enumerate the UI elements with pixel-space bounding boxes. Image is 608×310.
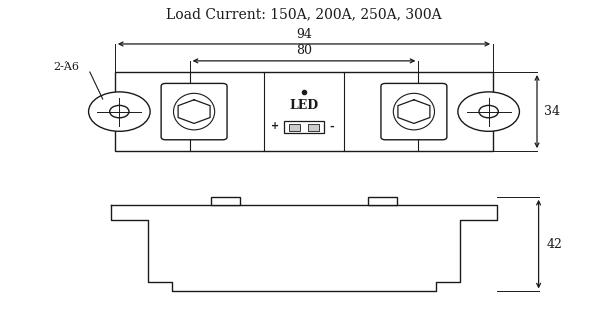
Bar bbox=[284, 121, 324, 133]
Ellipse shape bbox=[173, 93, 215, 130]
Text: LED: LED bbox=[289, 100, 319, 113]
Bar bbox=[115, 72, 493, 151]
Ellipse shape bbox=[393, 93, 435, 130]
Text: 2-Ά6: 2-Ά6 bbox=[54, 61, 80, 72]
Text: 34: 34 bbox=[544, 105, 559, 118]
Text: +: + bbox=[271, 121, 279, 131]
FancyBboxPatch shape bbox=[381, 83, 447, 140]
FancyBboxPatch shape bbox=[161, 83, 227, 140]
Text: 80: 80 bbox=[296, 45, 312, 57]
Bar bbox=[289, 124, 300, 131]
Circle shape bbox=[458, 92, 519, 131]
Circle shape bbox=[479, 105, 499, 118]
Polygon shape bbox=[111, 205, 497, 291]
Bar bbox=[212, 197, 240, 205]
Circle shape bbox=[89, 92, 150, 131]
Text: 42: 42 bbox=[547, 238, 562, 250]
Text: 94: 94 bbox=[296, 28, 312, 41]
Text: Load Current: 150A, 200A, 250A, 300A: Load Current: 150A, 200A, 250A, 300A bbox=[166, 8, 442, 22]
Circle shape bbox=[109, 105, 129, 118]
Bar bbox=[368, 197, 396, 205]
Text: -: - bbox=[329, 121, 334, 131]
Bar bbox=[308, 124, 319, 131]
